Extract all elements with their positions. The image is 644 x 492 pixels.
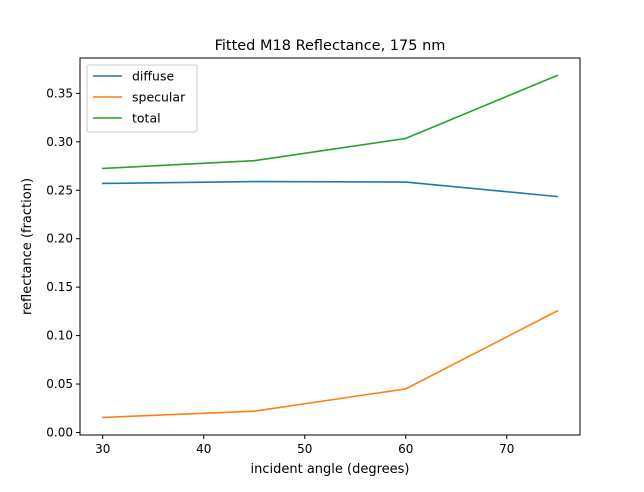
chart-title: Fitted M18 Reflectance, 175 nm xyxy=(215,38,446,54)
y-tick-label: 0.25 xyxy=(46,183,73,197)
plot-frame xyxy=(79,57,581,436)
y-axis-ticks: 0.00 0.05 0.10 0.15 0.20 0.25 0.30 0.35 xyxy=(46,86,80,439)
x-tick-label: 50 xyxy=(297,442,312,456)
x-axis-ticks: 30 40 50 60 70 xyxy=(95,435,514,456)
legend-items: diffuse specular total xyxy=(93,69,186,126)
y-tick-label: 0.05 xyxy=(46,377,73,391)
legend-label-specular: specular xyxy=(132,90,186,105)
legend-box xyxy=(86,64,198,133)
legend-label-total: total xyxy=(132,111,161,126)
y-tick-label: 0.20 xyxy=(46,232,73,246)
y-tick-label: 0.30 xyxy=(46,135,73,149)
x-tick-label: 30 xyxy=(95,442,110,456)
y-axis-label: reflectance (fraction) xyxy=(20,178,35,315)
y-tick-label: 0.10 xyxy=(46,329,73,343)
series-line-diffuse xyxy=(101,180,559,198)
series-line-total xyxy=(101,74,559,170)
x-axis-label: incident angle (degrees) xyxy=(250,462,409,477)
y-tick-label: 0.00 xyxy=(46,425,73,439)
x-tick-label: 40 xyxy=(196,442,211,456)
y-tick-label: 0.35 xyxy=(46,86,73,100)
x-tick-label: 60 xyxy=(398,442,413,456)
series-line-specular xyxy=(101,309,559,419)
series-lines xyxy=(101,74,559,419)
legend: diffuse specular total xyxy=(86,64,198,133)
legend-label-diffuse: diffuse xyxy=(132,69,174,84)
y-tick-label: 0.15 xyxy=(46,280,73,294)
x-tick-label: 70 xyxy=(499,442,514,456)
